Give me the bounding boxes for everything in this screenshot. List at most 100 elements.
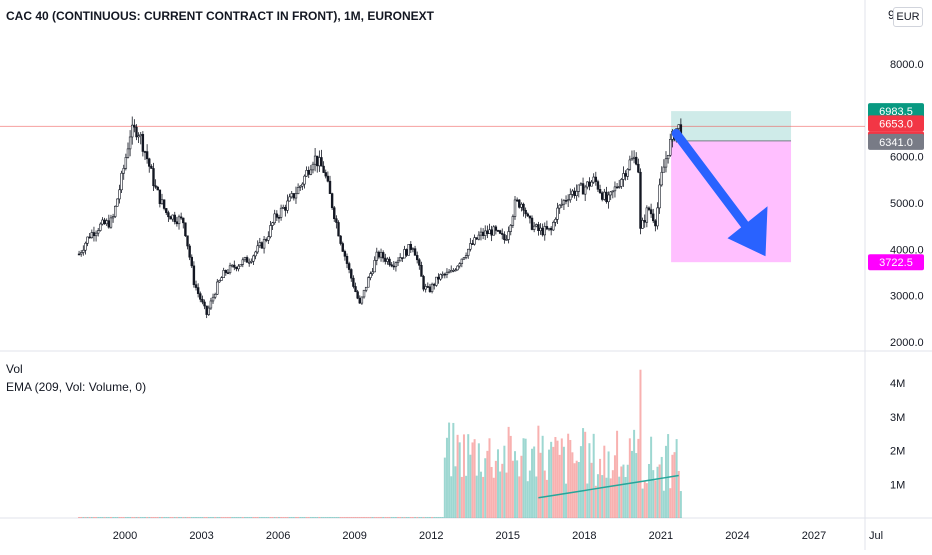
x-tick-label: 2024 bbox=[725, 530, 749, 542]
candle-body bbox=[424, 286, 427, 290]
volume-bar bbox=[575, 460, 578, 518]
candle-body bbox=[637, 163, 640, 173]
volume-bar bbox=[422, 516, 425, 518]
volume-bar bbox=[588, 443, 591, 518]
volume-bar bbox=[222, 516, 225, 518]
volume-bar bbox=[496, 449, 499, 518]
volume-bar bbox=[516, 460, 519, 518]
volume-bar bbox=[205, 516, 208, 518]
candle-body bbox=[481, 231, 485, 236]
currency-button[interactable]: EUR bbox=[893, 7, 923, 27]
volume-bar bbox=[443, 457, 446, 518]
volume-bar bbox=[554, 437, 557, 518]
volume-bar bbox=[431, 516, 434, 518]
volume-bar bbox=[605, 477, 608, 518]
volume-bar bbox=[241, 516, 244, 518]
volume-bar bbox=[654, 480, 657, 518]
candle-body bbox=[552, 222, 555, 231]
candle-body bbox=[362, 289, 366, 298]
candle-body bbox=[182, 217, 185, 224]
candle-body bbox=[296, 187, 300, 195]
volume-bar bbox=[669, 488, 672, 518]
volume-bar bbox=[647, 463, 650, 518]
volume-bar bbox=[492, 477, 495, 518]
candle-body bbox=[316, 155, 319, 167]
candle-body bbox=[403, 249, 406, 259]
volume-bar bbox=[535, 476, 538, 518]
volume-bar bbox=[571, 452, 574, 518]
candle-body bbox=[569, 194, 572, 201]
volume-bar bbox=[173, 516, 176, 518]
volume-bar bbox=[333, 516, 336, 518]
candle-body bbox=[447, 271, 451, 274]
candle-body bbox=[620, 179, 623, 187]
volume-bar bbox=[594, 485, 597, 518]
candle-body bbox=[133, 124, 136, 128]
candle-body bbox=[656, 207, 659, 227]
x-tick-label: 2009 bbox=[342, 530, 366, 542]
volume-bar bbox=[471, 442, 474, 518]
arrow-shaft bbox=[671, 129, 759, 241]
candle-body bbox=[139, 134, 142, 137]
candle-body bbox=[598, 189, 602, 194]
volume-bar bbox=[131, 516, 134, 518]
candle-body bbox=[194, 284, 198, 288]
volume-bar bbox=[488, 438, 491, 518]
volume-bar bbox=[409, 516, 412, 518]
volume-bar bbox=[190, 516, 193, 518]
price-badge-text: 3722.5 bbox=[879, 257, 913, 269]
candle-body bbox=[545, 226, 549, 230]
volume-bar bbox=[218, 516, 221, 518]
volume-bar bbox=[80, 516, 83, 518]
candle-body bbox=[411, 248, 415, 250]
candle-body bbox=[401, 257, 404, 259]
candle-body bbox=[254, 251, 257, 257]
volume-bar bbox=[499, 471, 502, 518]
volume-bar bbox=[178, 516, 181, 518]
volume-bar bbox=[226, 516, 229, 518]
volume-bar bbox=[318, 516, 321, 518]
candle-body bbox=[116, 198, 119, 207]
candle-body bbox=[173, 214, 176, 223]
candle-body bbox=[207, 307, 210, 315]
volume-bar bbox=[97, 516, 100, 518]
volume-bar bbox=[363, 516, 366, 518]
volume-bar bbox=[603, 445, 606, 518]
volume-bar bbox=[320, 516, 323, 518]
candle-body bbox=[137, 135, 140, 138]
candle-body bbox=[188, 245, 191, 258]
candle-body bbox=[467, 248, 470, 256]
volume-bar bbox=[301, 516, 304, 518]
volume-bar bbox=[418, 516, 421, 518]
volume-bar bbox=[445, 437, 448, 518]
candle-body bbox=[630, 158, 634, 161]
candle-body bbox=[441, 273, 444, 276]
candle-body bbox=[535, 224, 538, 227]
volume-bar bbox=[560, 438, 563, 518]
volume-bar bbox=[565, 483, 568, 518]
volume-bar bbox=[407, 516, 410, 518]
volume-bar bbox=[550, 441, 553, 518]
volume-bar bbox=[397, 516, 400, 518]
volume-bar bbox=[626, 464, 629, 518]
candle-body bbox=[488, 229, 491, 234]
volume-bar bbox=[633, 429, 636, 518]
candle-body bbox=[320, 157, 323, 167]
volume-bar bbox=[78, 516, 81, 518]
volume-bar bbox=[382, 516, 385, 518]
candle-body bbox=[515, 199, 519, 202]
candle-body bbox=[547, 227, 551, 230]
candle-body bbox=[626, 168, 629, 177]
volume-bar bbox=[641, 488, 644, 518]
volume-bar bbox=[324, 516, 327, 518]
candle-body bbox=[179, 216, 183, 219]
candle-body bbox=[167, 212, 170, 218]
candle-body bbox=[186, 235, 189, 247]
candle-body bbox=[131, 124, 134, 138]
volume-tick-label: 4M bbox=[890, 378, 905, 390]
candle-body bbox=[645, 207, 649, 223]
candle-body bbox=[279, 207, 283, 218]
candle-body bbox=[97, 230, 100, 234]
